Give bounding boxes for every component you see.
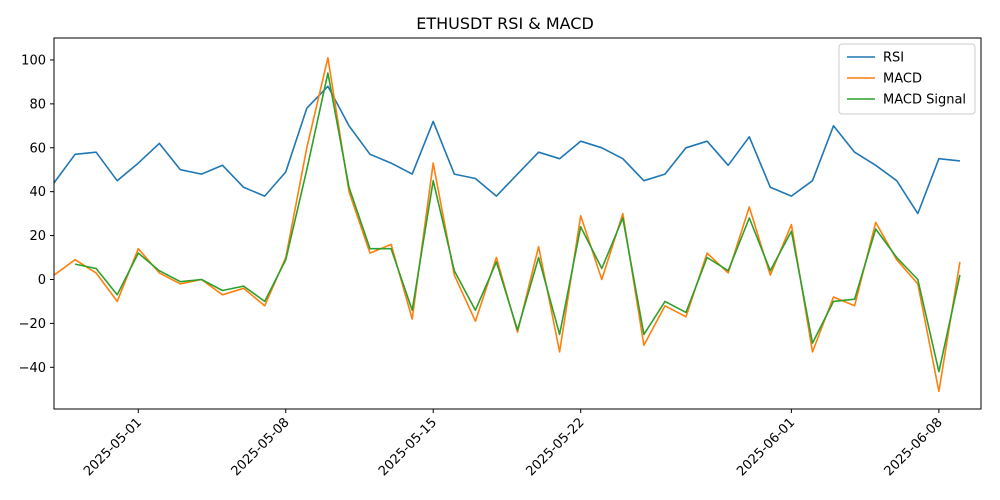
y-tick-label: 0 — [38, 273, 46, 288]
y-tick-label: 60 — [29, 141, 46, 156]
y-tick-label: 80 — [29, 97, 46, 112]
legend-label-rsi: RSI — [883, 51, 904, 66]
legend-label-macd-signal: MACD Signal — [883, 93, 966, 108]
plot-area — [53, 56, 961, 393]
legend-label-macd: MACD — [883, 72, 922, 87]
y-tick-label: −40 — [19, 361, 46, 376]
y-tick-label: 40 — [29, 185, 46, 200]
y-tick-label: 100 — [21, 53, 46, 68]
legend-box — [838, 43, 976, 115]
series-line-rsi — [53, 85, 960, 215]
y-axis: −40 −20 0 20 40 60 80 100 — [19, 53, 54, 376]
plot-frame — [53, 37, 982, 410]
y-tick-label: 20 — [29, 229, 46, 244]
legend: RSI MACD MACD Signal — [838, 43, 976, 115]
y-tick-label: −20 — [19, 317, 46, 332]
series-line-macd-signal — [74, 72, 961, 373]
chart-title: ETHUSDT RSI & MACD — [416, 14, 594, 33]
